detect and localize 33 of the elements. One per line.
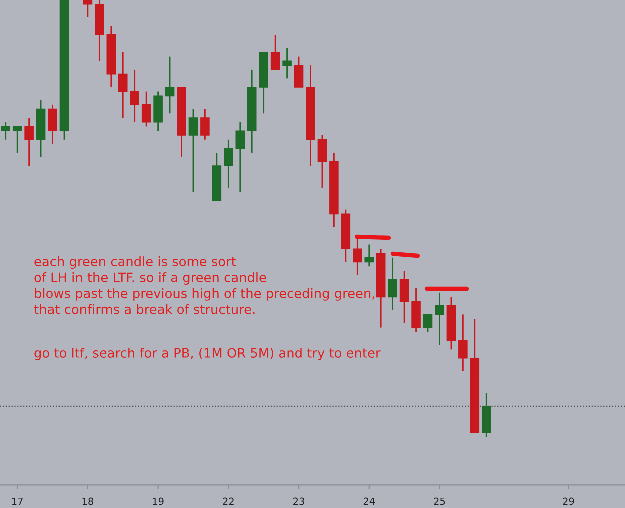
x-tick-label: 29 xyxy=(563,498,574,506)
candlestick xyxy=(435,292,444,346)
annotation: each green candle is some sort of LH in the LTF. so if a green candle blows past the previous high of the preceding green, that confirms a break of structure. xyxy=(34,256,374,314)
x-tick-label: 25 xyxy=(434,498,446,506)
candlestick xyxy=(282,47,292,80)
candlestick xyxy=(318,134,328,189)
candlestick xyxy=(188,108,198,194)
candlestick xyxy=(423,314,433,333)
candlestick xyxy=(400,270,410,324)
candlestick xyxy=(200,108,210,141)
candlestick xyxy=(458,314,468,372)
x-tick-label: 23 xyxy=(294,498,304,506)
x-tick-label: 19 xyxy=(153,498,164,506)
candlestick xyxy=(364,244,374,268)
candlestick xyxy=(48,104,58,145)
candlestick xyxy=(294,56,304,88)
candlestick xyxy=(83,0,93,18)
x-tick-label: 18 xyxy=(82,498,94,506)
candlestick xyxy=(24,117,34,167)
x-tick-label: 22 xyxy=(223,498,234,506)
annotation: go to ltf, search for a PB, (1M OR 5M) and try to enter xyxy=(34,348,381,360)
candlestick xyxy=(118,52,128,119)
candlestick xyxy=(12,126,22,154)
candlestick xyxy=(142,91,152,128)
candlestick xyxy=(130,69,140,124)
x-tick-label: 17 xyxy=(12,498,23,506)
x-tick-label: 24 xyxy=(364,498,376,506)
candlestick xyxy=(388,257,398,312)
candlestick xyxy=(236,122,246,194)
candlestick xyxy=(1,122,11,141)
candlestick xyxy=(270,34,280,71)
candlestick xyxy=(224,139,234,189)
candlestick xyxy=(165,56,175,114)
